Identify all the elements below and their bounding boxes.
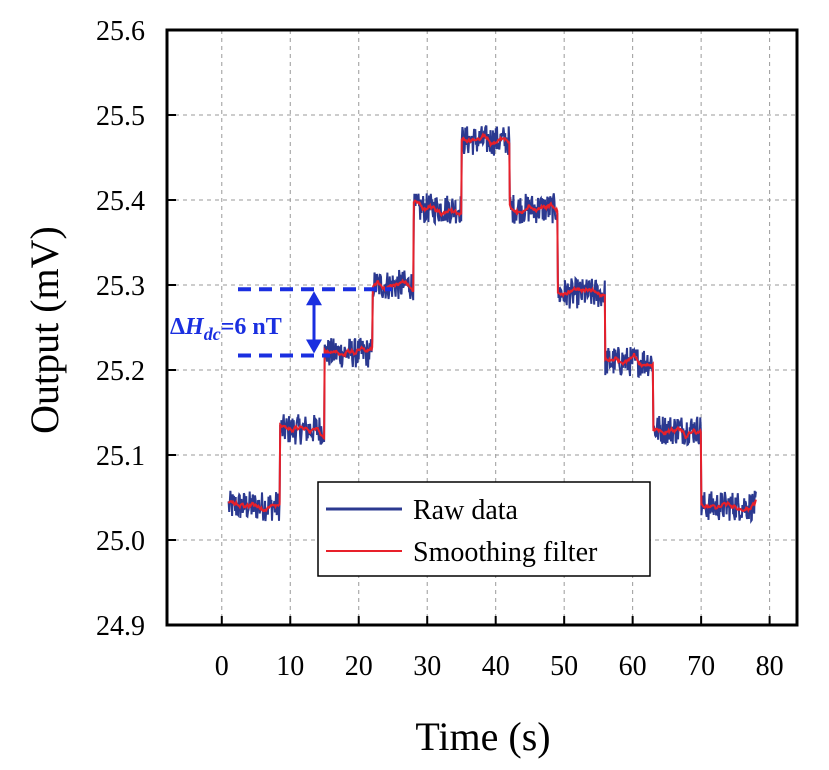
plot-frame [165, 28, 799, 627]
smoothing-filter-series [227, 132, 757, 514]
legend-smooth-label: Smoothing filter [413, 537, 598, 568]
legend-box [317, 481, 651, 577]
annotation-variable: H [184, 314, 205, 340]
raw-data-line [227, 125, 757, 524]
y-tick-label: 25.2 [96, 356, 145, 387]
y-tick-label: 25.5 [96, 101, 145, 132]
x-tick-label: 80 [756, 651, 784, 682]
y-tick-label: 25.3 [96, 271, 145, 302]
annotation-value: =6 nT [221, 314, 282, 340]
x-tick-label: 30 [413, 651, 441, 682]
x-tick-label: 50 [550, 651, 578, 682]
x-tick-label: 40 [482, 651, 510, 682]
y-tick-label: 25.1 [96, 441, 145, 472]
x-tick-label: 60 [619, 651, 647, 682]
x-tick-label: 70 [687, 651, 715, 682]
legend-raw-label: Raw data [413, 495, 519, 526]
y-tick-label: 25.0 [96, 526, 145, 557]
y-axis-title: Output (mV) [22, 226, 67, 434]
annotation-arrow-head-up [306, 291, 322, 306]
y-tick-label: 25.4 [96, 186, 145, 217]
x-axis-title: Time (s) [415, 714, 550, 759]
annotation-label: ΔHdc=6 nT [170, 314, 282, 344]
x-axis: 0 10 20 30 40 50 60 70 80 [215, 616, 784, 682]
smoothing-filter-line [227, 132, 757, 514]
y-tick-label: 24.9 [96, 611, 145, 642]
x-tick-label: 10 [276, 651, 304, 682]
x-tick-label: 0 [215, 651, 229, 682]
annotation-subscript: dc [204, 324, 221, 344]
raw-data-series [227, 125, 757, 524]
y-tick-label: 25.6 [96, 16, 145, 47]
legend: Raw data Smoothing filter [317, 481, 651, 577]
x-tick-label: 20 [345, 651, 373, 682]
y-axis: 24.9 25.0 25.1 25.2 25.3 25.4 25.5 25.6 [96, 16, 176, 642]
annotation: ΔHdc=6 nT [170, 287, 392, 358]
annotation-delta: Δ [170, 314, 185, 340]
annotation-arrow-head-down [306, 339, 322, 354]
